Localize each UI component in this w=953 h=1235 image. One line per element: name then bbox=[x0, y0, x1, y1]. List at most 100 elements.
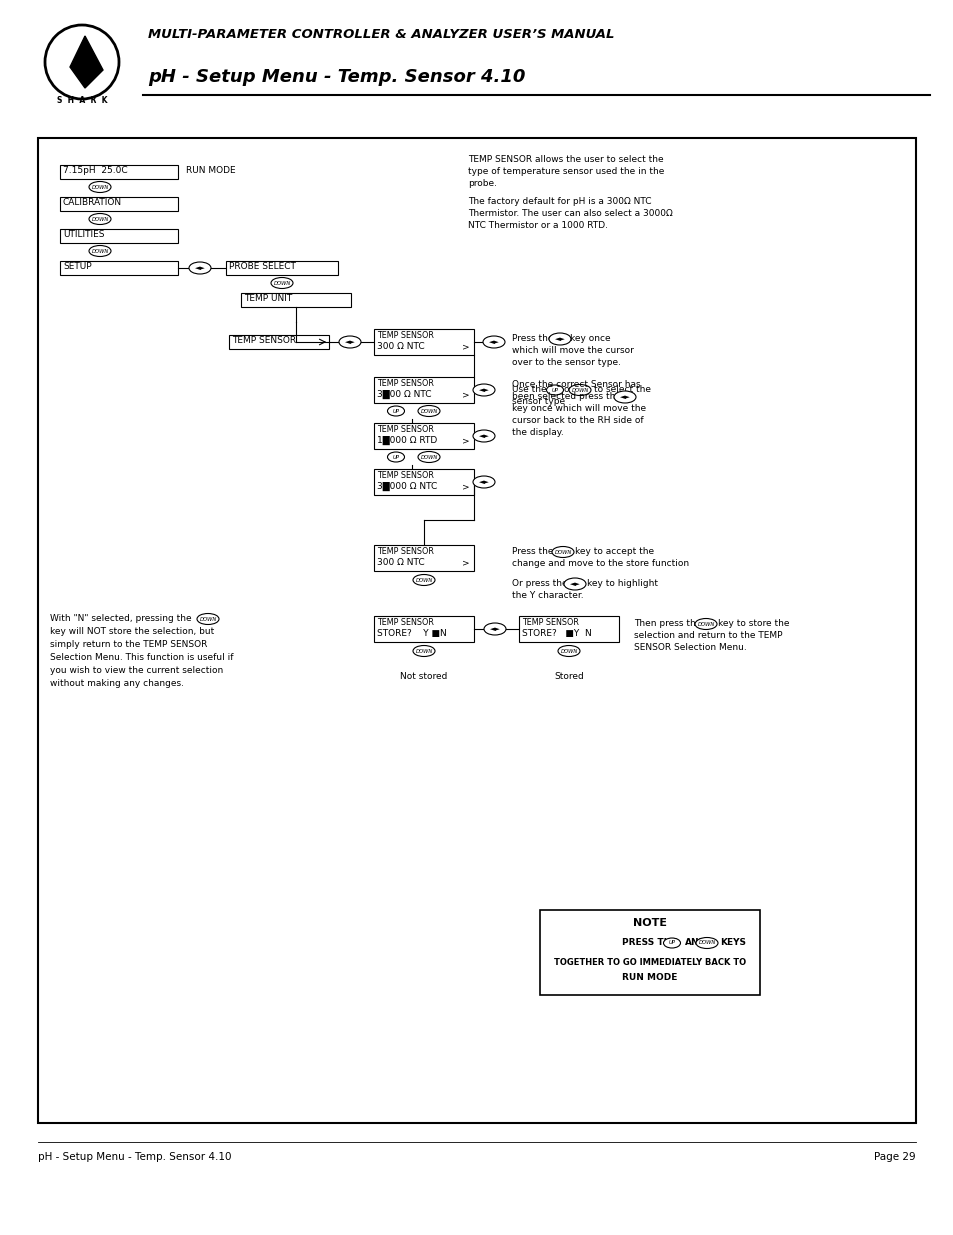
Text: >: > bbox=[461, 558, 469, 567]
Text: cursor back to the RH side of: cursor back to the RH side of bbox=[512, 416, 643, 425]
Bar bbox=[374, 616, 474, 642]
Ellipse shape bbox=[546, 385, 563, 395]
Text: >: > bbox=[461, 390, 469, 399]
Text: key once which will move the: key once which will move the bbox=[512, 404, 645, 412]
Text: TEMP SENSOR: TEMP SENSOR bbox=[232, 336, 295, 345]
Bar bbox=[60, 165, 178, 179]
Text: >: > bbox=[461, 482, 469, 492]
Text: TEMP SENSOR allows the user to select the: TEMP SENSOR allows the user to select th… bbox=[468, 156, 663, 164]
Text: TOGETHER TO GO IMMEDIATELY BACK TO: TOGETHER TO GO IMMEDIATELY BACK TO bbox=[554, 958, 745, 967]
Text: Page 29: Page 29 bbox=[874, 1152, 915, 1162]
Text: NOTE: NOTE bbox=[633, 918, 666, 927]
Text: STORE?   ■Y  N: STORE? ■Y N bbox=[521, 629, 591, 638]
Ellipse shape bbox=[483, 622, 505, 635]
Text: UTILITIES: UTILITIES bbox=[63, 230, 105, 240]
Text: 3█000 Ω NTC: 3█000 Ω NTC bbox=[376, 482, 436, 492]
Ellipse shape bbox=[196, 614, 219, 625]
Text: TEMP SENSOR: TEMP SENSOR bbox=[376, 331, 434, 340]
Ellipse shape bbox=[568, 384, 590, 395]
Text: key will NOT store the selection, but: key will NOT store the selection, but bbox=[50, 627, 214, 636]
Text: NTC Thermistor or a 1000 RTD.: NTC Thermistor or a 1000 RTD. bbox=[468, 221, 607, 230]
Bar bbox=[374, 424, 474, 450]
Text: 1█000 Ω RTD: 1█000 Ω RTD bbox=[376, 436, 436, 445]
Polygon shape bbox=[85, 36, 103, 88]
Text: S  H  A  R  K: S H A R K bbox=[56, 96, 107, 105]
Text: Not stored: Not stored bbox=[400, 672, 447, 680]
Text: pH - Setup Menu - Temp. Sensor 4.10: pH - Setup Menu - Temp. Sensor 4.10 bbox=[38, 1152, 232, 1162]
Bar bbox=[374, 329, 474, 354]
Bar bbox=[60, 228, 178, 243]
Text: key to accept the: key to accept the bbox=[575, 547, 654, 556]
Text: ◄►: ◄► bbox=[478, 433, 489, 438]
Text: simply return to the TEMP SENSOR: simply return to the TEMP SENSOR bbox=[50, 640, 207, 650]
Bar bbox=[38, 138, 915, 1123]
Text: Then press the: Then press the bbox=[634, 619, 700, 629]
Text: UP: UP bbox=[392, 454, 399, 459]
Bar bbox=[229, 335, 329, 350]
Bar bbox=[241, 293, 351, 308]
Text: MULTI-PARAMETER CONTROLLER & ANALYZER USER’S MANUAL: MULTI-PARAMETER CONTROLLER & ANALYZER US… bbox=[148, 28, 614, 41]
Ellipse shape bbox=[89, 182, 111, 193]
Ellipse shape bbox=[548, 333, 571, 345]
Text: >: > bbox=[461, 342, 469, 351]
Text: ◄►: ◄► bbox=[619, 394, 630, 400]
Text: key to store the: key to store the bbox=[718, 619, 789, 629]
Ellipse shape bbox=[552, 547, 574, 557]
Text: PRESS THE: PRESS THE bbox=[621, 939, 677, 947]
Text: ◄►: ◄► bbox=[478, 387, 489, 393]
Text: DOWN: DOWN bbox=[274, 280, 291, 285]
Text: change and move to the store function: change and move to the store function bbox=[512, 559, 688, 568]
Text: the display.: the display. bbox=[512, 429, 563, 437]
Text: 7.15pH  25.0C: 7.15pH 25.0C bbox=[63, 165, 128, 175]
Text: you wish to view the current selection: you wish to view the current selection bbox=[50, 666, 223, 676]
Text: ◄►: ◄► bbox=[478, 479, 489, 485]
Text: probe.: probe. bbox=[468, 179, 497, 188]
Text: Or press the: Or press the bbox=[512, 579, 567, 588]
Text: SETUP: SETUP bbox=[63, 262, 91, 270]
Text: CALIBRATION: CALIBRATION bbox=[63, 198, 122, 207]
Text: DOWN: DOWN bbox=[415, 578, 432, 583]
Ellipse shape bbox=[271, 278, 293, 289]
Text: to select the: to select the bbox=[594, 385, 650, 394]
Text: TEMP SENSOR: TEMP SENSOR bbox=[376, 425, 434, 433]
Text: Press the: Press the bbox=[512, 333, 553, 343]
Text: TEMP SENSOR: TEMP SENSOR bbox=[376, 547, 434, 556]
Text: ◄►: ◄► bbox=[569, 580, 579, 587]
Text: UP: UP bbox=[551, 388, 558, 393]
Bar bbox=[60, 261, 178, 275]
Text: DOWN: DOWN bbox=[559, 648, 577, 653]
Text: KEYS: KEYS bbox=[720, 939, 745, 947]
Ellipse shape bbox=[473, 430, 495, 442]
Ellipse shape bbox=[387, 452, 404, 462]
Ellipse shape bbox=[558, 646, 579, 657]
Ellipse shape bbox=[387, 406, 404, 416]
Text: UP: UP bbox=[668, 941, 675, 946]
Ellipse shape bbox=[662, 939, 679, 948]
Text: STORE?    Y ■N: STORE? Y ■N bbox=[376, 629, 446, 638]
Text: RUN MODE: RUN MODE bbox=[621, 973, 677, 982]
Text: UP: UP bbox=[392, 409, 399, 414]
Text: Selection Menu. This function is useful if: Selection Menu. This function is useful … bbox=[50, 653, 233, 662]
Text: ◄►: ◄► bbox=[554, 336, 565, 342]
Text: DOWN: DOWN bbox=[698, 941, 715, 946]
Text: key to highlight: key to highlight bbox=[586, 579, 658, 588]
Text: over to the sensor type.: over to the sensor type. bbox=[512, 358, 620, 367]
Text: The factory default for pH is a 300Ω NTC: The factory default for pH is a 300Ω NTC bbox=[468, 198, 651, 206]
Text: Stored: Stored bbox=[554, 672, 583, 680]
Text: PROBE SELECT: PROBE SELECT bbox=[229, 262, 295, 270]
Ellipse shape bbox=[417, 452, 439, 462]
Ellipse shape bbox=[473, 475, 495, 488]
Polygon shape bbox=[70, 36, 85, 88]
Text: selection and return to the TEMP: selection and return to the TEMP bbox=[634, 631, 781, 640]
Text: SENSOR Selection Menu.: SENSOR Selection Menu. bbox=[634, 643, 746, 652]
Text: pH - Setup Menu - Temp. Sensor 4.10: pH - Setup Menu - Temp. Sensor 4.10 bbox=[148, 68, 525, 86]
Ellipse shape bbox=[89, 214, 111, 225]
Ellipse shape bbox=[189, 262, 211, 274]
Text: >: > bbox=[461, 436, 469, 445]
Text: type of temperature sensor used the in the: type of temperature sensor used the in t… bbox=[468, 167, 663, 177]
Text: without making any changes.: without making any changes. bbox=[50, 679, 184, 688]
Text: TEMP UNIT: TEMP UNIT bbox=[244, 294, 292, 303]
Text: been selected press the: been selected press the bbox=[512, 391, 620, 401]
Bar bbox=[518, 616, 618, 642]
Text: AND: AND bbox=[684, 939, 706, 947]
